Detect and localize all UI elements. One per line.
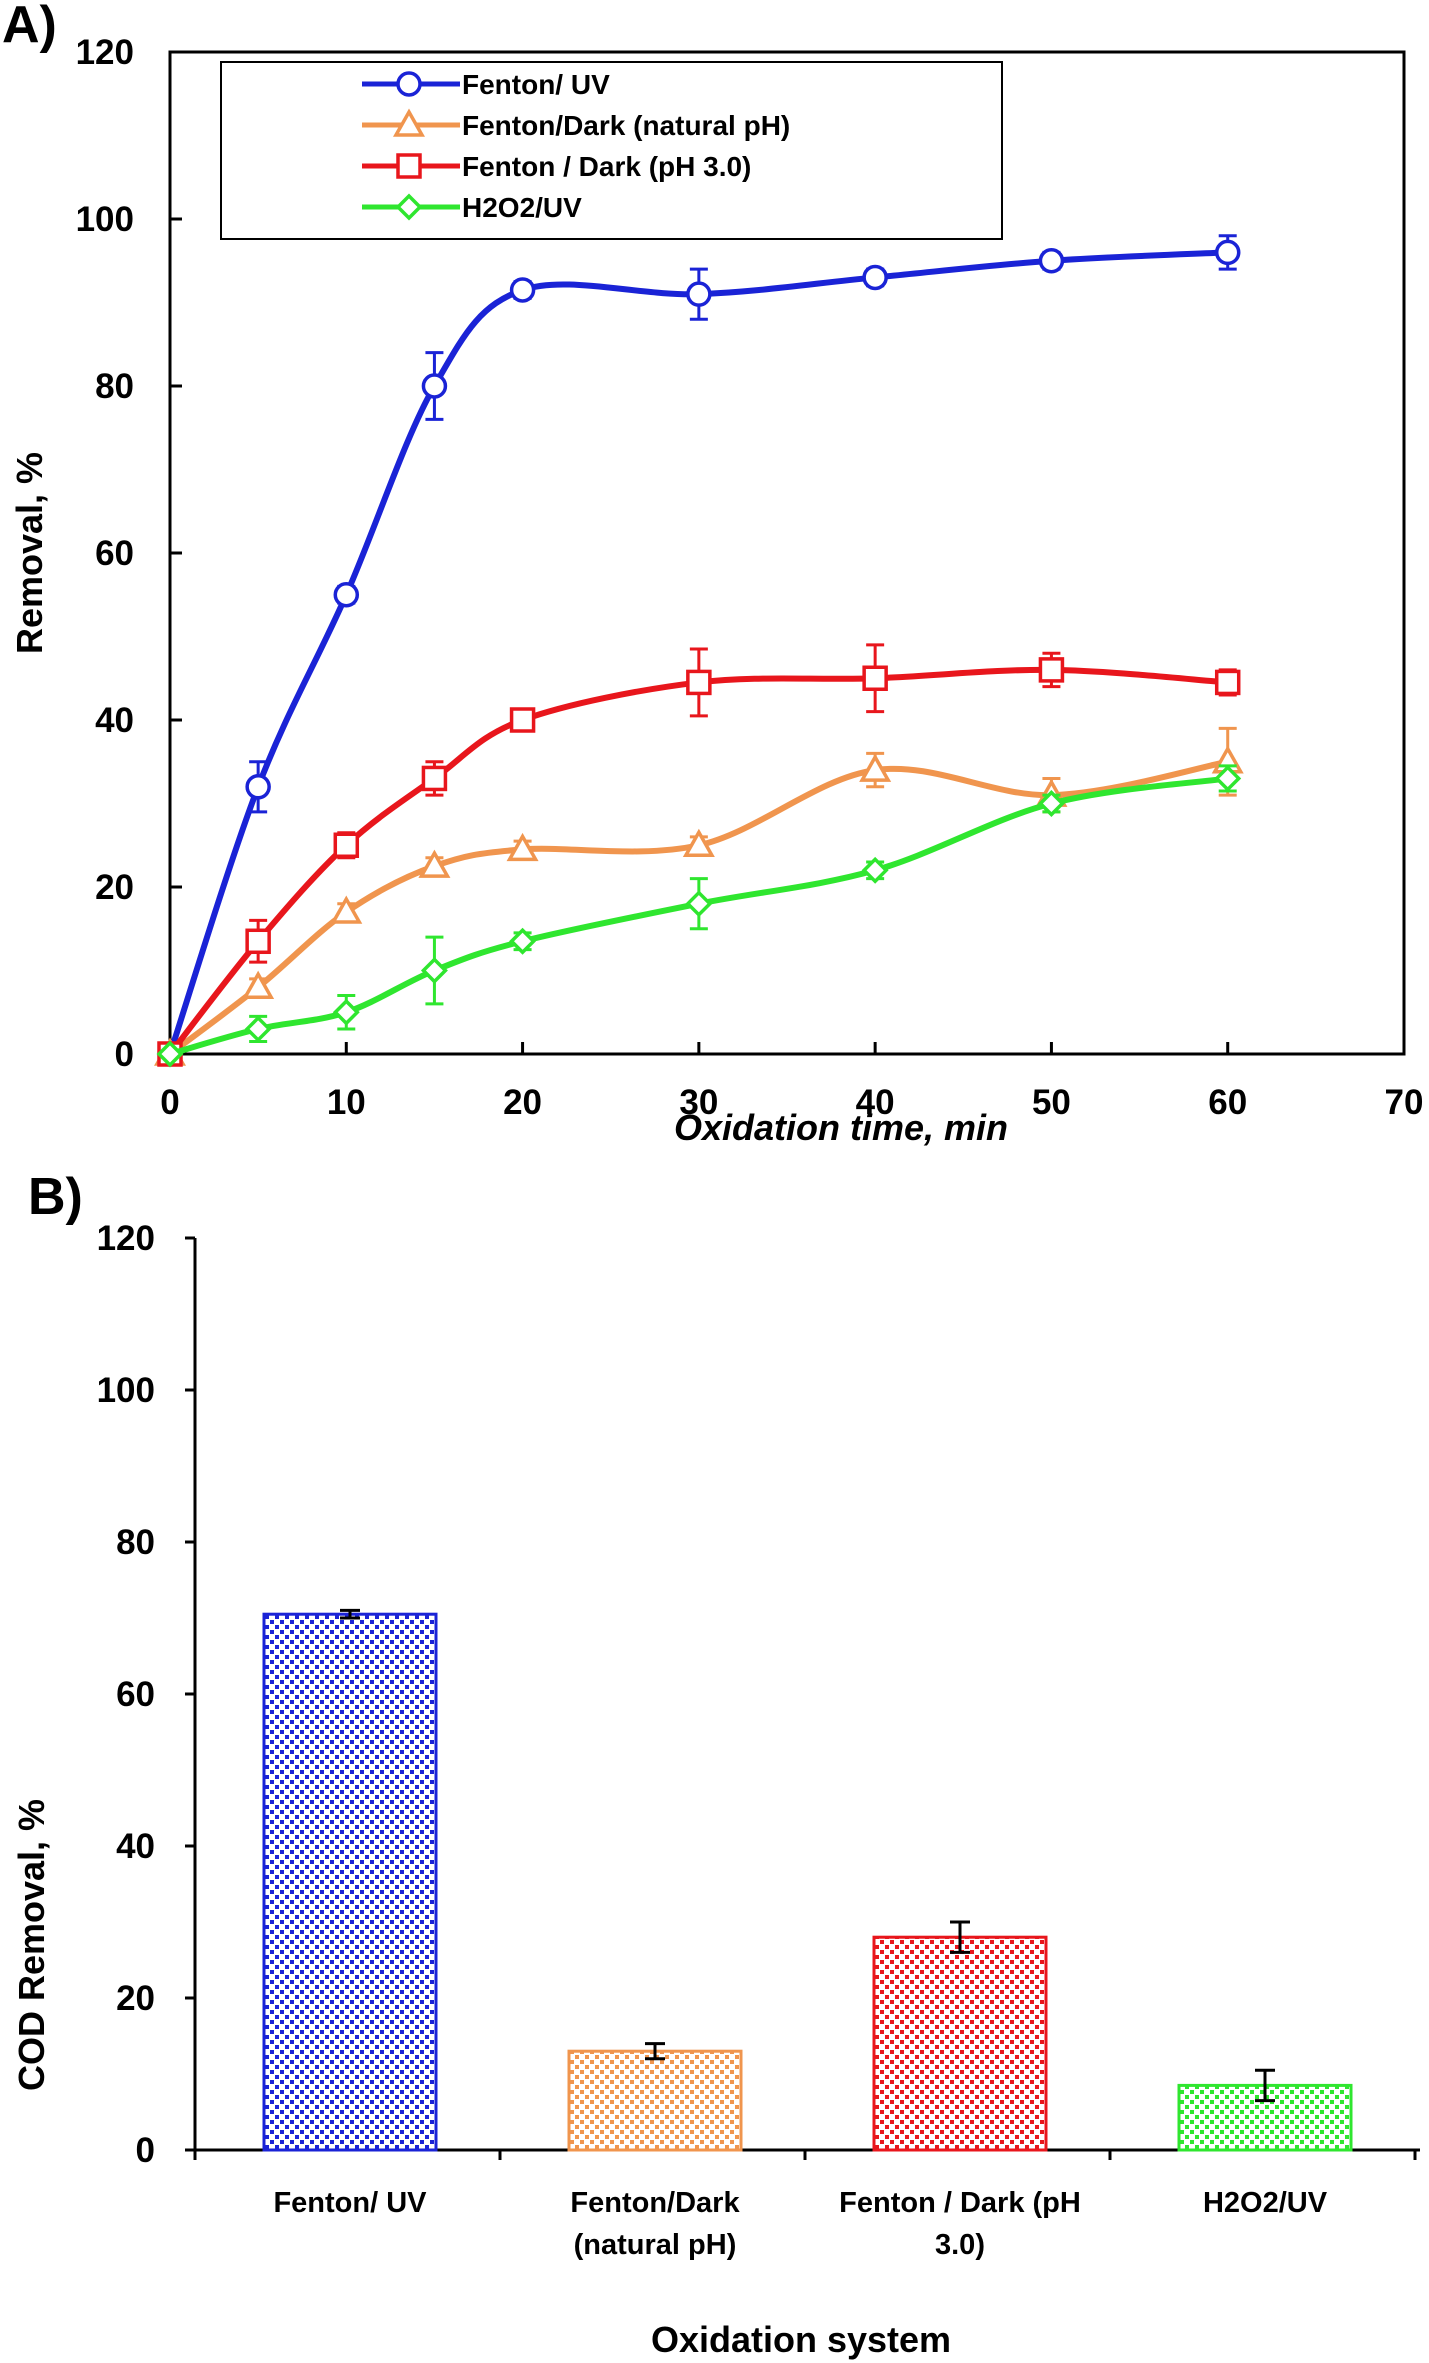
x-tick-label: 0 xyxy=(160,1083,179,1122)
y-tick-label: 0 xyxy=(136,2131,155,2170)
legend-label: H2O2/UV xyxy=(462,192,582,223)
data-point xyxy=(686,281,712,307)
data-point xyxy=(1214,239,1241,266)
panel-b-label: B) xyxy=(28,1168,83,1226)
chart-b: B) 0 20 40 60 80 100 120 Fenton/ UV Fenton/Dark… xyxy=(11,1168,1420,2360)
data-point xyxy=(682,828,715,857)
legend-label: Fenton/Dark (natural pH) xyxy=(462,110,790,141)
x-tick-label: 60 xyxy=(1208,1083,1247,1122)
data-point xyxy=(420,957,448,984)
y-axis-label-a: Removal, % xyxy=(9,452,50,654)
data-point xyxy=(421,373,448,399)
data-point xyxy=(1214,669,1241,696)
y-tick-label: 20 xyxy=(95,868,134,907)
legend-item: Fenton / Dark (pH 3.0) xyxy=(362,151,751,182)
series-line xyxy=(169,775,1229,1057)
category-label: Fenton / Dark (pH xyxy=(839,2187,1081,2219)
series-line xyxy=(168,758,1229,1057)
y-tick-label: 80 xyxy=(95,367,134,406)
category-label: H2O2/UV xyxy=(1203,2187,1328,2219)
data-point xyxy=(245,928,271,955)
y-tick-label: 120 xyxy=(76,33,134,72)
bar xyxy=(262,1612,438,2152)
bar-h2o2-uv xyxy=(1177,2068,1353,2152)
bar xyxy=(872,1935,1048,2152)
legend-swatch-marker xyxy=(393,108,425,137)
x-tick-label: 50 xyxy=(1032,1083,1071,1122)
legend-item: Fenton/ UV xyxy=(362,69,610,100)
x-tick-label: 20 xyxy=(503,1083,542,1122)
y-tick-label: 100 xyxy=(97,1371,155,1410)
data-point xyxy=(861,856,889,884)
data-point xyxy=(685,890,713,918)
category-label: Fenton/ UV xyxy=(273,2187,427,2219)
x-axis-label-b: Oxidation system xyxy=(651,2319,951,2360)
series-line xyxy=(167,666,1228,1056)
data-point xyxy=(1037,790,1065,817)
y-tick-label: 60 xyxy=(116,1675,155,1714)
legend-item: H2O2/UV xyxy=(362,192,582,223)
data-point xyxy=(509,707,536,733)
data-point xyxy=(862,665,888,691)
x-tick-label: 10 xyxy=(327,1083,366,1122)
bar-fenton-dark-natural-ph xyxy=(567,2042,743,2152)
data-point xyxy=(421,765,448,792)
chart-a: A) 0 20 40 60 80 100 120 0 10 20 30 40 50 60 70 Fento… xyxy=(2,0,1424,1148)
legend-swatch-marker xyxy=(395,193,423,221)
data-point xyxy=(1214,764,1242,792)
category-label: 3.0) xyxy=(935,2229,985,2261)
data-point xyxy=(1038,657,1065,683)
bar-fenton-dark-ph-3-0 xyxy=(872,1920,1048,2152)
legend-item: Fenton/Dark (natural pH) xyxy=(362,108,790,141)
data-point xyxy=(332,998,360,1026)
data-point xyxy=(509,927,537,955)
category-label: (natural pH) xyxy=(574,2229,737,2261)
data-point xyxy=(506,832,539,862)
data-point xyxy=(862,264,888,291)
y-axis-label-b: COD Removal, % xyxy=(11,1799,52,2091)
y-tick-label: 40 xyxy=(116,1827,155,1866)
legend-label: Fenton/ UV xyxy=(462,69,610,100)
data-point xyxy=(509,277,536,303)
legend-swatch-marker xyxy=(396,153,422,179)
data-point xyxy=(245,774,271,800)
panel-a-label: A) xyxy=(2,0,57,54)
data-point xyxy=(1038,248,1065,274)
legend-label: Fenton / Dark (pH 3.0) xyxy=(462,151,751,182)
data-point xyxy=(333,832,360,858)
data-point xyxy=(330,895,363,924)
series-fenton-uv xyxy=(157,234,1241,1067)
data-point xyxy=(686,669,712,696)
series-h2o2-uv xyxy=(156,764,1242,1068)
data-point xyxy=(242,970,275,999)
bar-fenton-uv xyxy=(262,1608,438,2152)
y-tick-label: 80 xyxy=(116,1523,155,1562)
data-point xyxy=(333,582,360,608)
y-tick-label: 60 xyxy=(95,534,134,573)
y-tick-label: 120 xyxy=(97,1219,155,1258)
category-label: Fenton/Dark xyxy=(570,2187,740,2219)
data-point xyxy=(859,753,892,782)
y-tick-label: 0 xyxy=(115,1035,134,1074)
x-tick-label: 40 xyxy=(856,1083,895,1122)
series-fenton-dark-natural-ph xyxy=(154,726,1244,1066)
x-tick-label: 30 xyxy=(679,1083,718,1122)
bar xyxy=(567,2049,743,2152)
legend-a: Fenton/ UV Fenton/Dark (natural pH) Fenton… xyxy=(220,61,1003,240)
x-axis-label-a: Oxidation time, min xyxy=(674,1107,1008,1148)
x-tick-label: 70 xyxy=(1385,1083,1424,1122)
legend-swatch-marker xyxy=(396,71,422,97)
data-point xyxy=(244,1015,272,1043)
data-point xyxy=(156,1040,184,1068)
y-tick-label: 40 xyxy=(95,701,134,740)
legend-box xyxy=(220,61,1003,240)
y-tick-label: 20 xyxy=(116,1979,155,2018)
y-tick-label: 100 xyxy=(76,200,134,239)
data-point xyxy=(418,849,451,878)
